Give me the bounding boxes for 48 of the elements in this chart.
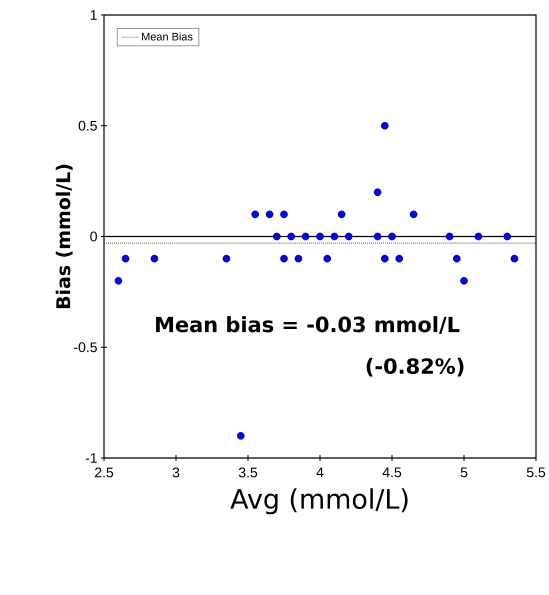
point [510, 254, 518, 262]
point [381, 122, 389, 130]
y-tick-label: -1 [86, 453, 97, 463]
point [280, 254, 288, 262]
point [338, 210, 346, 218]
point [446, 232, 454, 240]
x-tick-label: 5.5 [526, 468, 546, 478]
point [316, 232, 324, 240]
point [323, 254, 331, 262]
point [388, 232, 396, 240]
point [114, 277, 122, 285]
point [410, 210, 418, 218]
point [150, 254, 158, 262]
point [287, 232, 295, 240]
point [266, 210, 274, 218]
annotation: Mean bias = -0.03 mmol/L [156, 316, 460, 334]
point [122, 254, 130, 262]
point [345, 232, 353, 240]
legend-label: Mean Bias [142, 32, 193, 41]
x-tick-label: 4 [316, 468, 324, 478]
y-tick-label: 0 [90, 232, 97, 242]
point [273, 232, 281, 240]
point [302, 232, 310, 240]
point [294, 254, 302, 262]
point [453, 254, 461, 262]
x-tick-label: 3 [172, 468, 180, 478]
x-axis-title: Avg (mmol/L) [230, 488, 408, 514]
x-tick-label: 2.5 [95, 468, 114, 478]
x-tick-label: 4.5 [382, 468, 402, 478]
point [251, 210, 259, 218]
x-tick-label: 5 [460, 468, 468, 478]
y-axis-title: Bias (mmol/L) [56, 164, 73, 308]
point [330, 232, 338, 240]
y-tick-label: -0.5 [74, 342, 97, 352]
point [374, 232, 382, 240]
point [280, 210, 288, 218]
point [381, 254, 389, 262]
annotation: (-0.82%) [366, 358, 464, 377]
point [474, 232, 482, 240]
y-tick-label: 0.5 [78, 120, 97, 131]
point [222, 254, 230, 262]
point [460, 277, 468, 285]
point [374, 188, 382, 196]
x-tick-label: 3.5 [238, 468, 258, 478]
point [237, 432, 245, 440]
point [503, 232, 512, 240]
point [395, 254, 403, 262]
y-tick-label: 1 [90, 10, 97, 20]
